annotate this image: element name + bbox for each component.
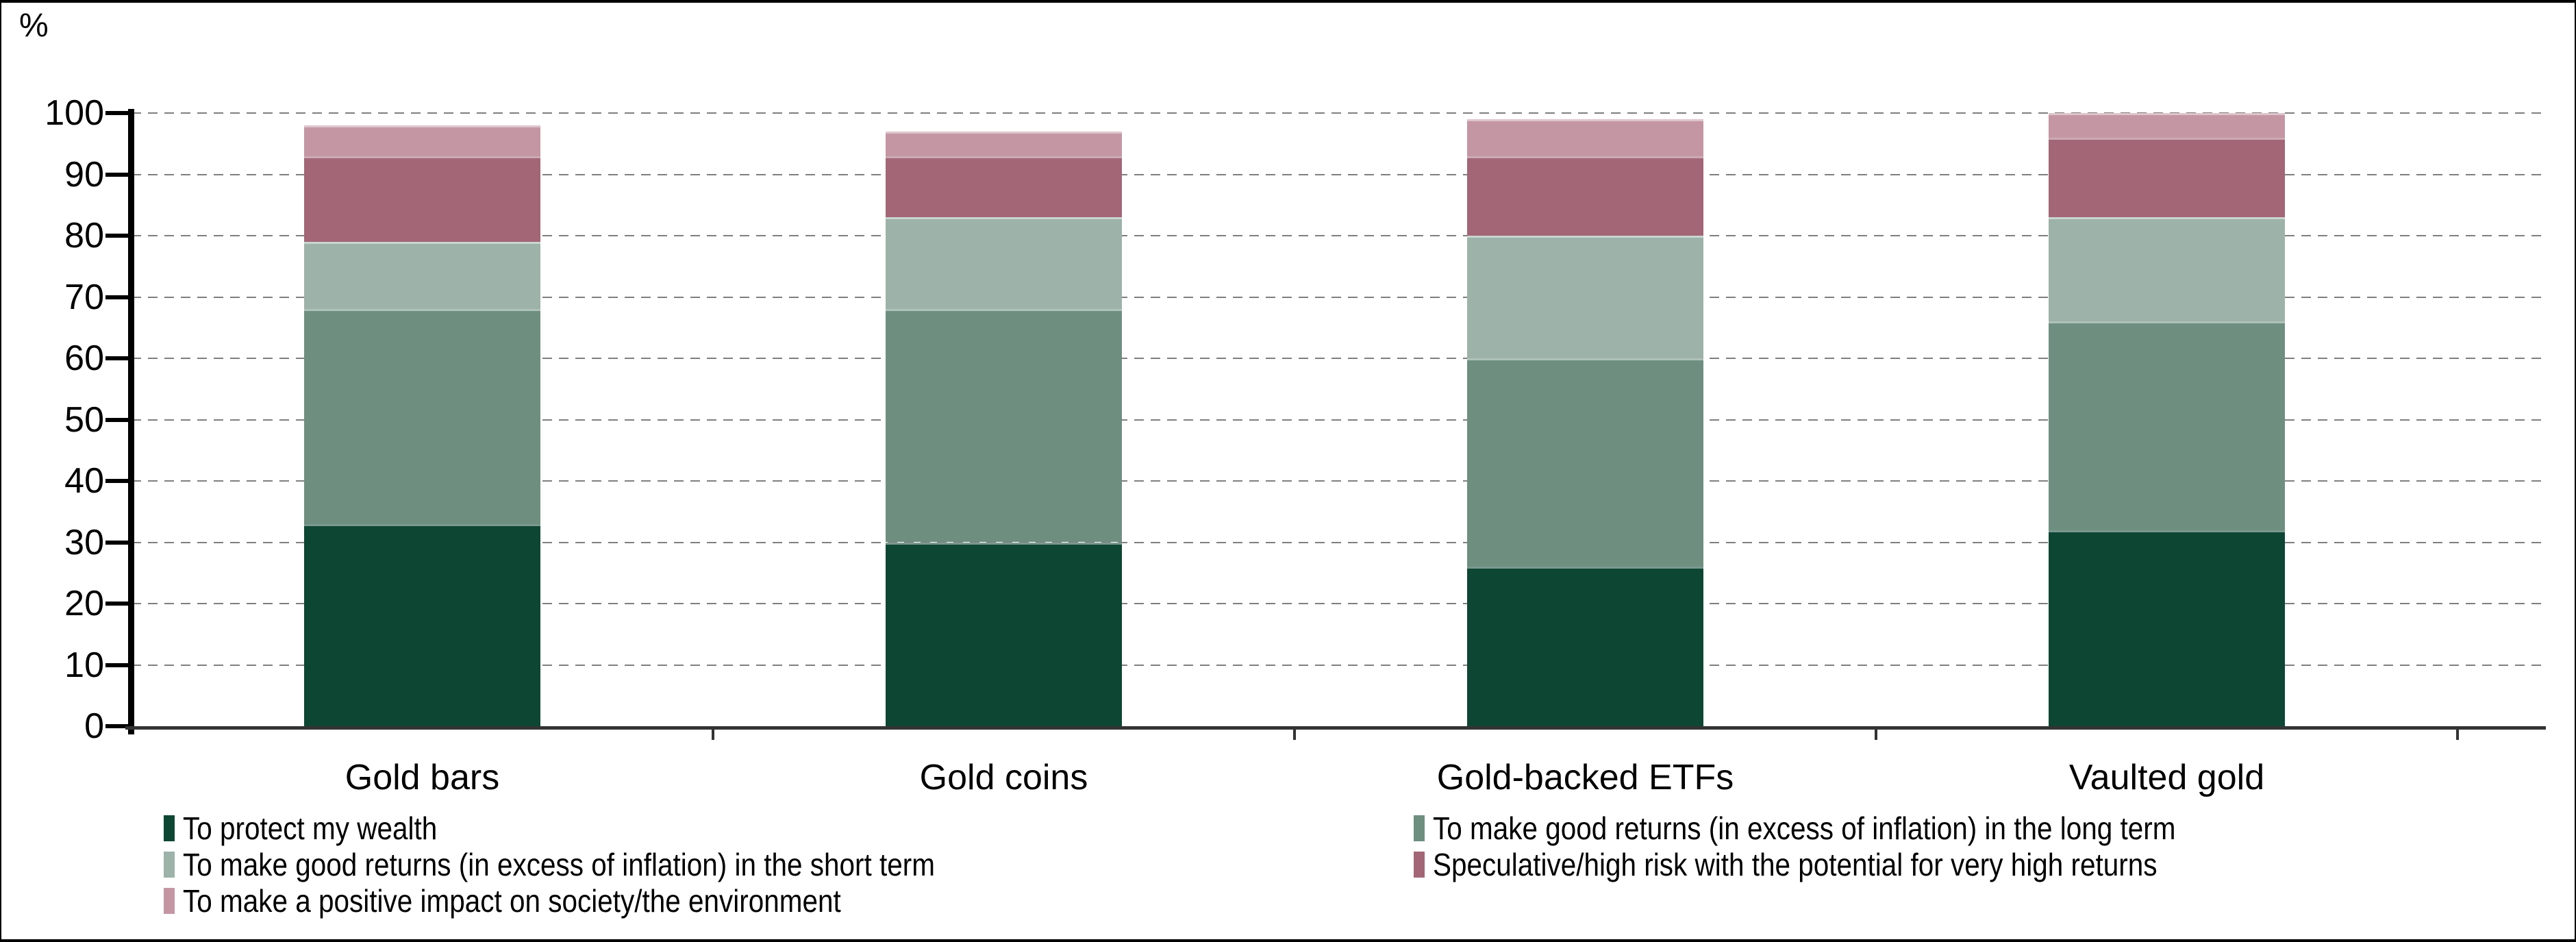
- y-axis-tick: [105, 356, 132, 360]
- bar-segment: [2049, 321, 2285, 530]
- legend-label: Speculative/high risk with the potential…: [1433, 847, 2158, 882]
- x-category-label: Gold coins: [919, 758, 1088, 797]
- x-category-label: Gold bars: [345, 758, 500, 797]
- bar-segment: [886, 217, 1122, 310]
- y-tick-label: 40: [64, 461, 104, 501]
- legend-item: Speculative/high risk with the potential…: [1414, 847, 2256, 882]
- legend-label: To make good returns (in excess of infla…: [183, 847, 935, 882]
- legend-label: To make good returns (in excess of infla…: [1433, 810, 2176, 846]
- y-axis-tick: [105, 295, 132, 299]
- y-tick-label: 50: [64, 399, 104, 440]
- gridline: [132, 419, 2546, 421]
- x-axis-tick: [2456, 726, 2459, 740]
- x-axis-tick: [712, 726, 714, 740]
- gridline: [132, 173, 2546, 175]
- bar-segment: [1467, 567, 1703, 726]
- y-axis-unit-label: %: [19, 8, 49, 44]
- bar-segment: [2049, 137, 2285, 218]
- x-category-label: Gold-backed ETFs: [1436, 758, 1734, 797]
- y-tick-label: 90: [64, 154, 104, 195]
- bar-segment: [886, 309, 1122, 543]
- y-tick-label: 60: [64, 338, 104, 378]
- legend-swatch: [1414, 815, 1425, 841]
- legend-label: To protect my wealth: [183, 810, 438, 846]
- y-axis-tick: [105, 724, 132, 728]
- y-tick-label: 80: [64, 216, 104, 256]
- legend-item: To protect my wealth: [164, 811, 472, 845]
- y-tick-label: 70: [64, 277, 104, 317]
- x-category-label: Vaulted gold: [2068, 758, 2265, 797]
- legend-item: To make good returns (in excess of infla…: [164, 847, 1038, 882]
- y-tick-label: 0: [84, 706, 104, 746]
- legend-swatch: [1414, 852, 1425, 878]
- gridline: [132, 112, 2546, 114]
- legend-swatch: [164, 888, 175, 914]
- legend-item: To make a positive impact on society/the…: [164, 884, 931, 918]
- gridline: [132, 603, 2546, 604]
- bar-segment: [1467, 236, 1703, 358]
- bar-segment: [304, 241, 540, 310]
- bar-segment: [1467, 119, 1703, 156]
- y-axis-tick: [105, 662, 132, 667]
- gridline: [132, 358, 2546, 359]
- bar-segment: [2049, 530, 2285, 726]
- y-axis-tick: [105, 417, 132, 422]
- bar-segment: [304, 523, 540, 726]
- x-axis-tick: [1293, 726, 1296, 740]
- bar-segment: [2049, 113, 2285, 138]
- y-axis-tick: [105, 172, 132, 177]
- legend-swatch: [164, 815, 175, 841]
- legend-item: To make good returns (in excess of infla…: [1414, 811, 2277, 845]
- bar-segment: [1467, 156, 1703, 236]
- legend-label: To make a positive impact on society/the…: [183, 883, 841, 919]
- x-axis-tick: [1875, 726, 1877, 740]
- legend-swatch: [164, 852, 175, 878]
- y-tick-label: 20: [64, 584, 104, 623]
- bar-segment: [304, 156, 540, 242]
- bar-segment: [886, 542, 1122, 726]
- y-axis-tick: [105, 602, 132, 606]
- gridline: [132, 296, 2546, 298]
- gridline: [132, 664, 2546, 666]
- bar-segment: [304, 309, 540, 524]
- x-axis-line: [125, 726, 2546, 730]
- bar-segment: [886, 156, 1122, 218]
- bar-segment: [304, 125, 540, 156]
- y-tick-label: 10: [64, 645, 104, 685]
- y-axis-tick: [105, 234, 132, 238]
- y-tick-label: 100: [45, 93, 104, 133]
- y-axis-tick: [105, 479, 132, 483]
- y-axis-tick: [105, 111, 132, 115]
- gridline: [132, 541, 2546, 543]
- y-tick-label: 30: [64, 522, 104, 562]
- bar-segment: [886, 131, 1122, 156]
- gridline: [132, 480, 2546, 482]
- bar-segment: [1467, 358, 1703, 567]
- y-axis-line: [128, 109, 134, 734]
- gridline: [132, 235, 2546, 236]
- y-axis-tick: [105, 540, 132, 545]
- bar-segment: [2049, 217, 2285, 322]
